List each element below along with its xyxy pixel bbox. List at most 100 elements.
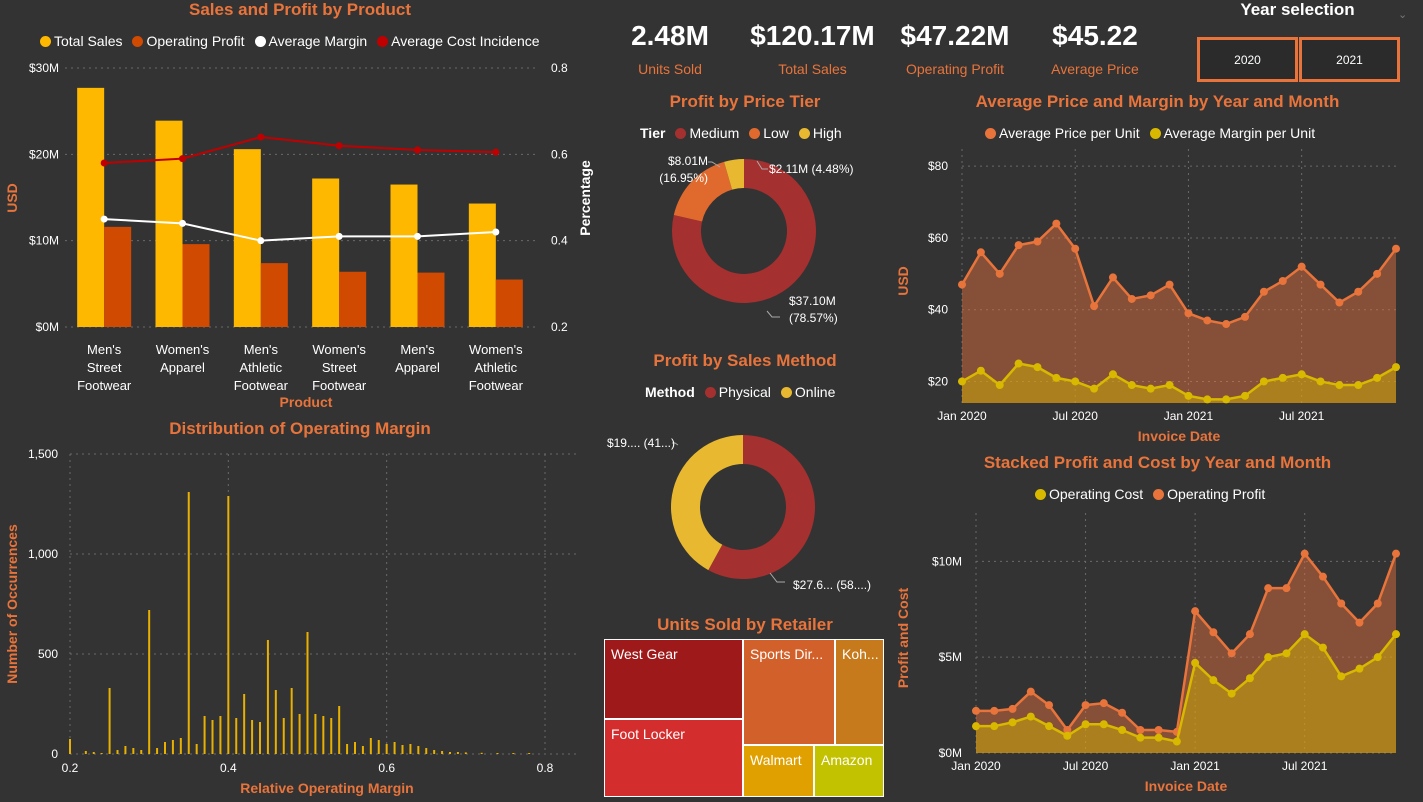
histogram-bar <box>164 742 166 754</box>
point-average-margin-per-unit <box>1033 363 1042 372</box>
point-operating-profit <box>1392 549 1400 558</box>
point-average-margin-per-unit <box>1184 391 1193 400</box>
histogram-bar <box>251 720 254 754</box>
point-average-price-per-unit <box>1354 287 1363 296</box>
y-tick-label: 1,500 <box>28 447 58 461</box>
x-tick-label: Women's <box>156 342 210 357</box>
sales-profit-chart: $0M $10M $20M $30M 0.2 0.4 0.6 0.8 Men's Street Fo… <box>4 61 593 410</box>
legend-average-margin[interactable]: Average Margin <box>254 33 367 49</box>
legend-total-sales[interactable]: Total Sales <box>40 33 122 49</box>
bar-operating-profit <box>104 226 132 327</box>
point-average-cost-incidence <box>100 159 108 167</box>
legend-physical[interactable]: Physical <box>704 384 771 400</box>
point-average-cost-incidence <box>414 146 421 154</box>
treemap-sports-direct[interactable]: Sports Dir... <box>743 639 835 745</box>
point-operating-cost <box>1392 630 1400 639</box>
data-label: $37.10M <box>789 294 836 308</box>
point-average-price-per-unit <box>1165 280 1174 289</box>
x-tick-label: Women's <box>469 342 523 357</box>
histogram-bar <box>433 750 436 754</box>
histogram-bar <box>243 694 246 754</box>
y-tick-label: $10M <box>932 554 962 568</box>
point-average-margin <box>179 219 186 227</box>
legend-operating-profit[interactable]: Operating Profit <box>132 33 245 49</box>
treemap-walmart[interactable]: Walmart <box>743 745 814 797</box>
bar-total-sales <box>312 178 340 327</box>
point-average-margin-per-unit <box>1297 370 1306 379</box>
point-average-cost-incidence <box>257 133 265 141</box>
leader-line <box>766 310 780 318</box>
histogram-bar <box>211 720 214 754</box>
point-average-margin <box>492 228 500 236</box>
kpi-units-sold-value: 2.48M <box>631 20 709 51</box>
donut-slice-physical <box>708 435 815 579</box>
legend-medium[interactable]: Medium <box>675 125 739 141</box>
point-average-margin <box>335 232 343 240</box>
margin-dist-chart: 0 500 1,000 1,500 0.2 0.4 0.6 0.8 Relative Opera… <box>4 447 580 796</box>
treemap-kohls[interactable]: Koh... <box>835 639 884 745</box>
x-tick-label: Apparel <box>395 360 440 375</box>
legend-average-cost-incidence[interactable]: Average Cost Incidence <box>377 33 540 49</box>
y-tick-label: $80 <box>928 159 948 173</box>
histogram-bar <box>92 752 95 754</box>
histogram-bar <box>346 744 349 754</box>
point-average-margin-per-unit <box>1108 370 1117 379</box>
y-tick-label: $5M <box>939 650 962 664</box>
x-tick-label: Jan 2020 <box>937 409 987 423</box>
histogram-bar <box>140 750 143 754</box>
x-tick-label: Jan 2020 <box>951 759 1001 773</box>
point-average-price-per-unit <box>1259 287 1268 296</box>
sales-method-title: Profit by Sales Method <box>653 351 837 370</box>
legend-operating-cost[interactable]: Operating Cost <box>1035 486 1143 502</box>
point-average-price-per-unit <box>1108 273 1117 282</box>
treemap-amazon[interactable]: Amazon <box>814 745 884 797</box>
point-average-margin-per-unit <box>1278 373 1287 382</box>
y-tick-label: $20 <box>928 374 948 388</box>
histogram-bar <box>338 706 341 754</box>
kpi-units-sold-label: Units Sold <box>638 61 702 77</box>
point-average-margin-per-unit <box>1222 395 1231 404</box>
treemap-west-gear[interactable]: West Gear <box>604 639 743 719</box>
point-average-price-per-unit <box>1241 312 1250 321</box>
point-average-margin-per-unit <box>1014 359 1023 368</box>
point-average-margin-per-unit <box>1373 373 1382 382</box>
point-average-price-per-unit <box>1222 320 1231 329</box>
legend-operating-profit-area[interactable]: Operating Profit <box>1153 486 1265 502</box>
point-average-cost-incidence <box>492 148 500 156</box>
point-average-margin-per-unit <box>976 366 985 375</box>
histogram-bar <box>203 716 206 754</box>
bar-operating-profit <box>260 263 288 327</box>
x-tick-label: Footwear <box>234 378 289 393</box>
y-axis-title: Number of Occurrences <box>4 524 20 684</box>
donut-slice-medium <box>672 159 816 303</box>
legend-low[interactable]: Low <box>749 125 789 141</box>
histogram-bar <box>132 748 135 754</box>
point-operating-cost <box>1136 733 1145 742</box>
x-tick-label: 0.4 <box>220 761 237 775</box>
year-button-2021[interactable]: 2021 <box>1299 37 1400 82</box>
histogram-bar <box>330 718 333 754</box>
histogram-bar <box>496 753 499 754</box>
year-button-2020[interactable]: 2020 <box>1197 37 1298 82</box>
legend-high[interactable]: High <box>798 125 842 141</box>
price-tier-legend-title: Tier <box>640 125 666 141</box>
data-label: $8.01M <box>668 154 708 168</box>
y-tick-label: $0M <box>36 320 59 334</box>
y2-tick-label: 0.2 <box>551 320 568 334</box>
histogram-bar <box>259 722 261 754</box>
year-selection-title: Year selection <box>1240 0 1355 19</box>
legend-average-price-per-unit[interactable]: Average Price per Unit <box>985 125 1140 141</box>
legend-average-margin-per-unit[interactable]: Average Margin per Unit <box>1149 125 1315 141</box>
chevron-down-icon[interactable]: ⌄ <box>1398 9 1408 21</box>
data-label: $19.... (41...) <box>607 436 675 450</box>
treemap-foot-locker[interactable]: Foot Locker <box>604 719 743 797</box>
point-average-price-per-unit <box>1146 291 1155 300</box>
legend-online[interactable]: Online <box>780 384 835 400</box>
y-tick-label: $10M <box>29 234 59 248</box>
y-axis-title: Profit and Cost <box>895 588 911 689</box>
point-average-margin-per-unit <box>1090 384 1099 393</box>
point-average-price-per-unit <box>1071 244 1080 253</box>
y-tick-label: $30M <box>29 61 59 75</box>
x-axis-title: Relative Operating Margin <box>240 780 413 796</box>
point-average-cost-incidence <box>179 155 186 163</box>
